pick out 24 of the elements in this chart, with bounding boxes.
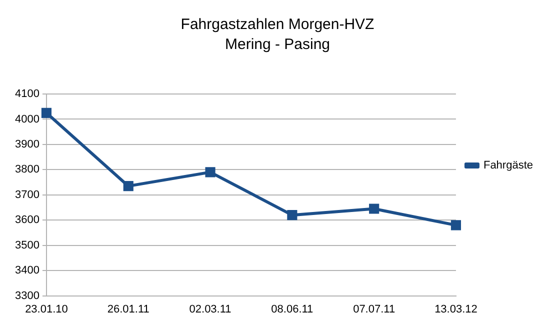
x-tick-label: 08.06.11 [271, 303, 314, 316]
x-tick-label: 26.01.11 [107, 303, 150, 316]
point [41, 108, 52, 118]
chart-title: Fahrgastzahlen Morgen-HVZ [180, 16, 374, 34]
y-tick-label: 4000 [14, 113, 40, 126]
legend-label: Fahrgäste [483, 160, 534, 172]
point [123, 181, 134, 192]
y-tick-label: 3600 [14, 214, 40, 226]
y-tick-label: 3500 [14, 239, 40, 252]
point [450, 220, 462, 230]
chart-subtitle: Mering - Pasing [224, 36, 330, 54]
point [287, 210, 298, 220]
x-tick-label: 23.01.10 [25, 303, 68, 316]
x-tick-label: 13.03.12 [434, 303, 478, 316]
y-tick-label: 3900 [14, 138, 40, 150]
y-tick-label: 3400 [14, 264, 40, 277]
point [205, 167, 216, 178]
y-tick-label: 4100 [14, 88, 40, 100]
x-tick-label: 02.03.11 [189, 303, 232, 316]
y-tick-label: 3700 [14, 188, 40, 201]
point [369, 204, 380, 214]
y-tick-label: 3800 [14, 164, 40, 176]
x-tick-label: 07.07.11 [353, 303, 396, 316]
y-tick-label: 3300 [14, 290, 40, 302]
